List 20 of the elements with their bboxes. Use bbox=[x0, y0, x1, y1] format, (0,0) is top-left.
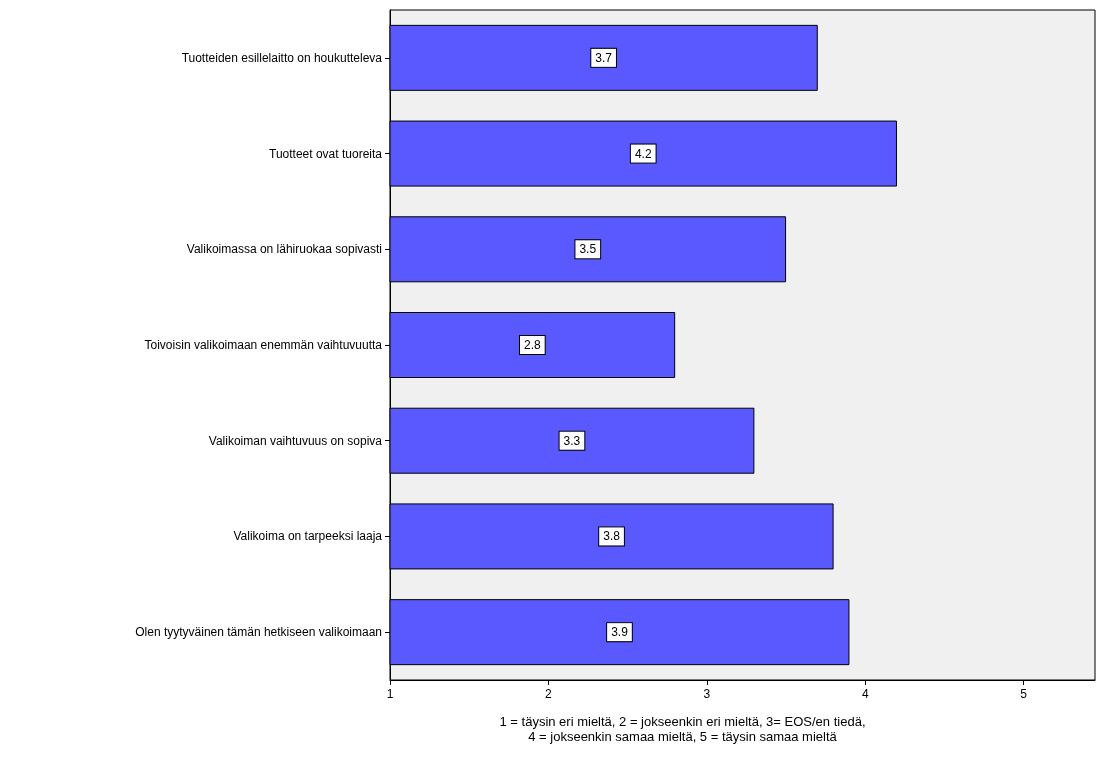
x-tick-label: 5 bbox=[1020, 687, 1028, 701]
y-tick-label: Valikoimassa on lähiruokaa sopivasti bbox=[186, 242, 382, 257]
data-label: 2.8 bbox=[523, 338, 541, 352]
x-tick-label: 3 bbox=[703, 687, 711, 701]
x-tick-label: 2 bbox=[545, 687, 553, 701]
x-axis-title: 1 = täysin eri mieltä, 2 = jokseenkin eri mieltä, 3= EOS/en tiedä, 4 = jokseenkin samaa mieltä, 5 = täysin samaa mieltä bbox=[499, 714, 866, 744]
y-tick-label: Toivoisin valikoimaan enemmän vaihtuvuutta bbox=[144, 338, 383, 352]
data-label: 4.2 bbox=[634, 146, 652, 161]
x-tick-label: 4 bbox=[861, 687, 869, 701]
data-label: 3.8 bbox=[603, 529, 621, 544]
x-tick-label: 1 bbox=[386, 687, 394, 701]
data-label: 3.5 bbox=[579, 242, 597, 257]
y-tick-label: Valikoima on tarpeeksi laaja bbox=[233, 529, 383, 544]
y-tick-label: Olen tyytyväinen tämän hetkiseen valikoimaan bbox=[135, 625, 382, 640]
y-tick-label: Tuotteiden esillelaitto on houkutteleva bbox=[181, 50, 383, 65]
data-label: 3.3 bbox=[563, 433, 581, 448]
data-label: 3.7 bbox=[595, 50, 613, 65]
y-tick-label: Tuotteet ovat tuoreita bbox=[269, 146, 383, 161]
y-tick-label: Valikoiman vaihtuvuus on sopiva bbox=[208, 433, 383, 448]
data-label: 3.9 bbox=[611, 625, 629, 640]
